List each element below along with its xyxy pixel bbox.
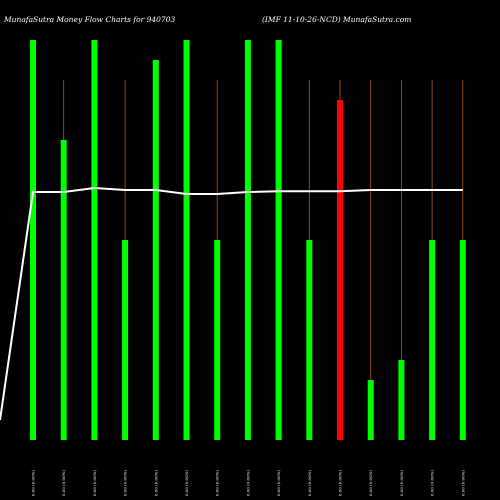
flow-line [0, 186, 463, 421]
x-tick-label: 0.00 (0.00%) [215, 470, 220, 496]
x-tick-label: 0.00 (0.00%) [61, 470, 66, 496]
bar [214, 240, 221, 440]
bar [429, 240, 436, 440]
bars [30, 40, 466, 440]
bar [60, 140, 67, 440]
x-tick-label: 0.00 (0.00%) [460, 470, 465, 496]
chart-title-right: (IMF 11-10-26-NCD) MunafaSutra.com [262, 15, 411, 24]
bar [152, 60, 159, 440]
bar [30, 40, 36, 440]
bar [183, 40, 190, 440]
x-tick-label: 0.00 (0.00%) [399, 470, 404, 496]
x-tick-label: 0.00 (0.00%) [31, 470, 36, 496]
x-tick-label: 0.00 (0.00%) [338, 470, 343, 496]
x-tick-label: 0.00 (0.00%) [276, 470, 281, 496]
chart-title-left: MunafaSutra Money Flow Charts for 940703 [3, 15, 175, 24]
x-tick-label: 0.00 (0.00%) [307, 470, 312, 496]
x-tick-label: 0.00 (0.00%) [92, 470, 97, 496]
bar [459, 240, 466, 440]
bar [275, 40, 282, 440]
x-tick-label: 0.00 (0.00%) [368, 470, 373, 496]
bar [398, 360, 405, 440]
bar [122, 240, 129, 440]
x-tick-labels: 0.00 (0.00%) 0.00 (0.00%) 0.00 (0.00%) 0.00… [31, 470, 466, 496]
bar [306, 240, 313, 440]
x-tick-label: 0.00 (0.00%) [123, 470, 128, 496]
bar [91, 40, 98, 440]
x-tick-label: 0.00 (0.00%) [184, 470, 189, 496]
bar [244, 40, 251, 440]
x-tick-label: 0.00 (0.00%) [153, 470, 158, 496]
x-tick-label: 0.00 (0.00%) [245, 470, 250, 496]
flow-line-path [0, 186, 463, 421]
bar [367, 380, 374, 440]
bar [337, 100, 343, 440]
x-tick-label: 0.00 (0.00%) [430, 470, 435, 496]
